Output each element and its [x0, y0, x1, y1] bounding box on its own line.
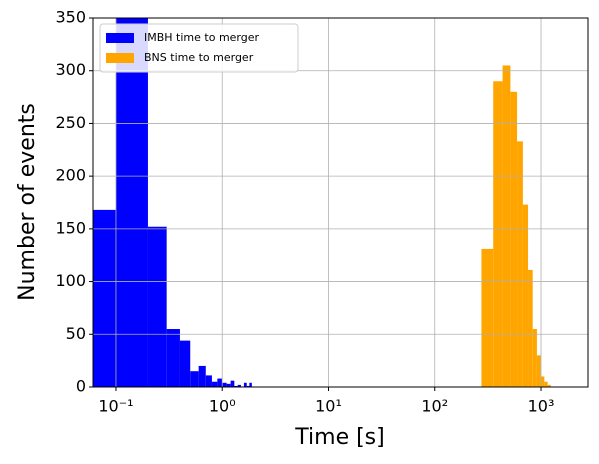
- histogram-bar: [532, 329, 537, 387]
- histogram-bar: [211, 381, 218, 387]
- histogram-bar: [205, 375, 212, 387]
- ticks: 0 50 100 150 200 250 300 350 10⁻¹ 10⁰ 10¹ 10² 10³: [55, 8, 554, 416]
- axes-frame: [92, 17, 589, 388]
- plot-area: [93, 18, 551, 387]
- histogram-bar: [493, 81, 503, 387]
- legend-swatch: [106, 53, 134, 63]
- histogram-bar: [237, 384, 241, 387]
- histogram-bar: [540, 376, 545, 387]
- histogram-bar: [222, 382, 227, 387]
- histogram-bar: [217, 378, 223, 387]
- histogram-bar: [481, 248, 494, 387]
- y-axis-label: Number of events: [15, 103, 40, 301]
- histogram-bar: [243, 382, 247, 387]
- legend-label: IMBH time to merger: [144, 31, 259, 44]
- histogram-bar: [93, 209, 116, 387]
- y-tick-label: 300: [55, 60, 86, 79]
- y-tick-label: 200: [55, 166, 86, 185]
- y-tick-label: 0: [76, 377, 86, 396]
- histogram-bar: [510, 91, 518, 387]
- x-axis-label: Time [s]: [294, 425, 384, 450]
- x-tick-label: 10⁻¹: [98, 397, 133, 416]
- histogram-bar: [502, 65, 511, 387]
- histogram-bar: [198, 365, 206, 387]
- legend-box: [99, 23, 299, 73]
- y-tick-label: 150: [55, 218, 86, 237]
- legend-swatch: [106, 33, 134, 43]
- histogram-bar: [179, 340, 191, 387]
- legend-label: BNS time to merger: [144, 51, 254, 64]
- histogram-bar: [190, 371, 199, 387]
- histogram-bar: [230, 380, 235, 387]
- histogram-bar: [528, 269, 533, 387]
- x-tick-label: 10³: [528, 397, 555, 416]
- histogram-bar: [249, 382, 252, 387]
- histogram-bar: [166, 329, 180, 387]
- histogram-bar: [246, 385, 250, 387]
- histogram-bar: [517, 141, 523, 387]
- histogram-bar: [147, 226, 167, 387]
- histogram-bar: [234, 385, 238, 387]
- y-tick-label: 100: [55, 271, 86, 290]
- y-tick-label: 350: [55, 8, 86, 27]
- x-tick-label: 10²: [421, 397, 448, 416]
- x-tick-label: 10¹: [315, 397, 342, 416]
- y-tick-label: 50: [66, 324, 86, 343]
- histogram-bar: [536, 355, 541, 387]
- histogram-bar: [226, 383, 231, 387]
- histogram-bar: [522, 204, 529, 387]
- histogram-bar: [115, 18, 148, 387]
- x-tick-label: 10⁰: [209, 397, 236, 416]
- legend: IMBH time to merger BNS time to merger: [99, 23, 299, 73]
- y-tick-label: 250: [55, 113, 86, 132]
- histogram-bar: [547, 384, 551, 387]
- histogram-bar: [544, 381, 548, 387]
